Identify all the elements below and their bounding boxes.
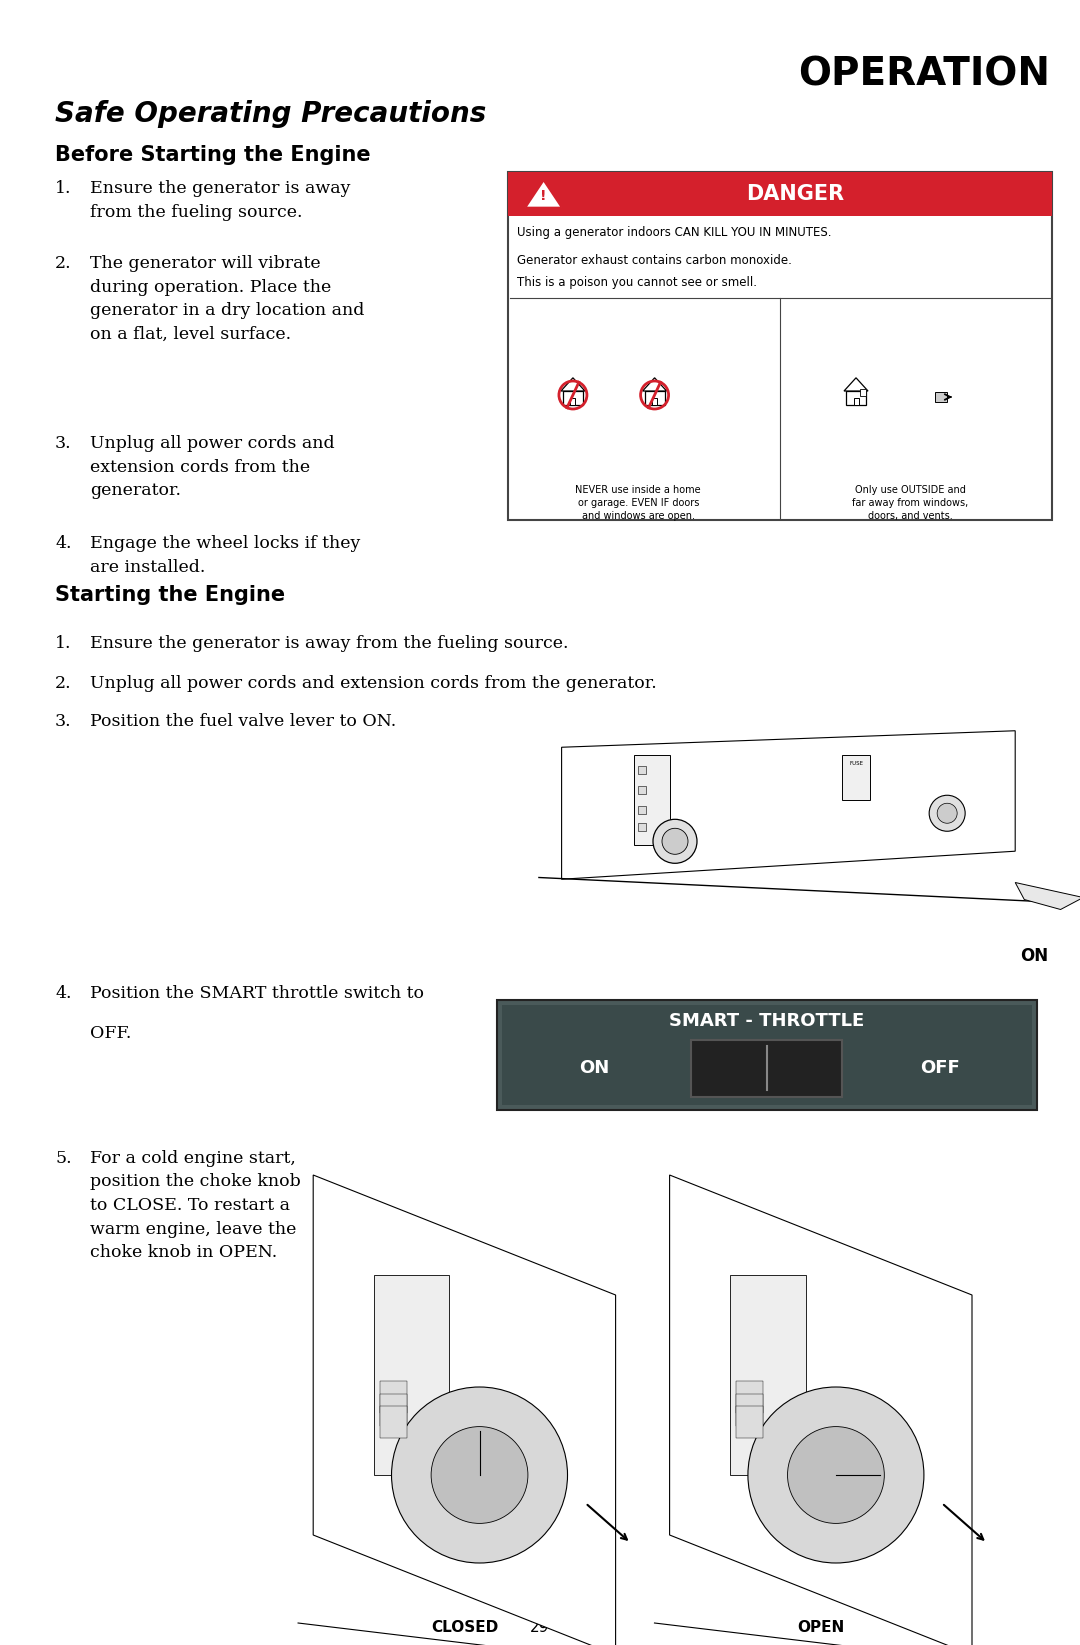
Circle shape (937, 803, 957, 822)
Bar (508, 173, 1052, 215)
Bar (634, 755, 671, 846)
Text: CLOSED: CLOSED (431, 1620, 498, 1635)
Polygon shape (843, 378, 868, 392)
Text: This is a poison you cannot see or smell.: This is a poison you cannot see or smell… (516, 276, 757, 290)
Circle shape (929, 795, 966, 831)
Bar (638, 767, 646, 775)
Polygon shape (561, 378, 585, 392)
Bar (730, 1275, 806, 1476)
Text: Position the fuel valve lever to ON.: Position the fuel valve lever to ON. (90, 712, 396, 730)
Text: Position the SMART throttle switch to: Position the SMART throttle switch to (90, 985, 424, 1002)
Text: 2.: 2. (55, 255, 71, 271)
Text: SMART - THROTTLE: SMART - THROTTLE (670, 1012, 864, 1030)
Text: Only use OUTSIDE and
far away from windows,
doors, and vents.: Only use OUTSIDE and far away from windo… (852, 485, 969, 521)
Text: Ensure the generator is away from the fueling source.: Ensure the generator is away from the fu… (90, 635, 568, 651)
Bar (737, 1405, 764, 1438)
Bar (380, 1380, 407, 1413)
Bar (380, 1405, 407, 1438)
Polygon shape (562, 730, 1015, 878)
Text: ON: ON (1020, 948, 1048, 966)
Text: Unplug all power cords and
extension cords from the
generator.: Unplug all power cords and extension cor… (90, 434, 335, 498)
Text: 2.: 2. (55, 674, 71, 693)
Text: DANGER: DANGER (745, 184, 843, 204)
Bar (638, 806, 646, 814)
Polygon shape (643, 378, 666, 392)
Text: FUSE: FUSE (850, 760, 863, 767)
Bar (502, 1005, 1031, 1105)
Text: Using a generator indoors CAN KILL YOU IN MINUTES.: Using a generator indoors CAN KILL YOU I… (516, 225, 832, 239)
Circle shape (662, 829, 688, 854)
Text: !: ! (540, 189, 546, 202)
Bar (737, 1393, 764, 1426)
Text: OFF: OFF (920, 1059, 959, 1077)
Text: 29: 29 (530, 1619, 550, 1635)
Bar (645, 392, 664, 405)
Bar (935, 392, 947, 401)
Bar (380, 1393, 407, 1426)
Bar (842, 755, 870, 801)
Circle shape (748, 1387, 923, 1563)
Bar (374, 1275, 449, 1476)
Text: OFF.: OFF. (90, 1025, 132, 1041)
Circle shape (392, 1387, 567, 1563)
Text: Starting the Engine: Starting the Engine (55, 586, 285, 605)
Circle shape (653, 819, 697, 864)
Bar (860, 388, 866, 396)
Circle shape (431, 1426, 528, 1523)
Text: 4.: 4. (55, 535, 71, 553)
Text: Engage the wheel locks if they
are installed.: Engage the wheel locks if they are insta… (90, 535, 361, 576)
Bar (737, 1380, 764, 1413)
Text: Safe Operating Precautions: Safe Operating Precautions (55, 100, 486, 128)
Bar (638, 822, 646, 831)
Text: Generator exhaust contains carbon monoxide.: Generator exhaust contains carbon monoxi… (516, 253, 792, 266)
Bar (853, 398, 859, 405)
Polygon shape (1015, 882, 1080, 910)
Text: 4.: 4. (55, 985, 71, 1002)
Text: For a cold engine start,
position the choke knob
to CLOSE. To restart a
warm eng: For a cold engine start, position the ch… (90, 1150, 300, 1262)
Text: Before Starting the Engine: Before Starting the Engine (55, 145, 370, 164)
Bar (497, 1000, 1037, 1110)
Polygon shape (526, 181, 562, 207)
Text: The generator will vibrate
during operation. Place the
generator in a dry locati: The generator will vibrate during operat… (90, 255, 364, 342)
Polygon shape (670, 1175, 972, 1645)
Bar (846, 392, 866, 405)
Text: NEVER use inside a home
or garage. EVEN IF doors
and windows are open.: NEVER use inside a home or garage. EVEN … (576, 485, 701, 521)
Polygon shape (313, 1175, 616, 1645)
Bar (570, 398, 576, 405)
Circle shape (787, 1426, 885, 1523)
Text: ON: ON (579, 1059, 609, 1077)
Bar (508, 173, 1052, 520)
Text: 3.: 3. (55, 434, 71, 452)
Bar (638, 786, 646, 795)
Bar (563, 392, 583, 405)
Text: Ensure the generator is away
from the fueling source.: Ensure the generator is away from the fu… (90, 179, 351, 220)
Bar (652, 398, 657, 405)
Text: 5.: 5. (55, 1150, 71, 1166)
Text: 3.: 3. (55, 712, 71, 730)
Text: OPERATION: OPERATION (798, 54, 1050, 94)
Bar (691, 1040, 842, 1097)
Text: 1.: 1. (55, 635, 71, 651)
Text: Unplug all power cords and extension cords from the generator.: Unplug all power cords and extension cor… (90, 674, 657, 693)
Text: OPEN: OPEN (797, 1620, 845, 1635)
Text: 1.: 1. (55, 179, 71, 197)
